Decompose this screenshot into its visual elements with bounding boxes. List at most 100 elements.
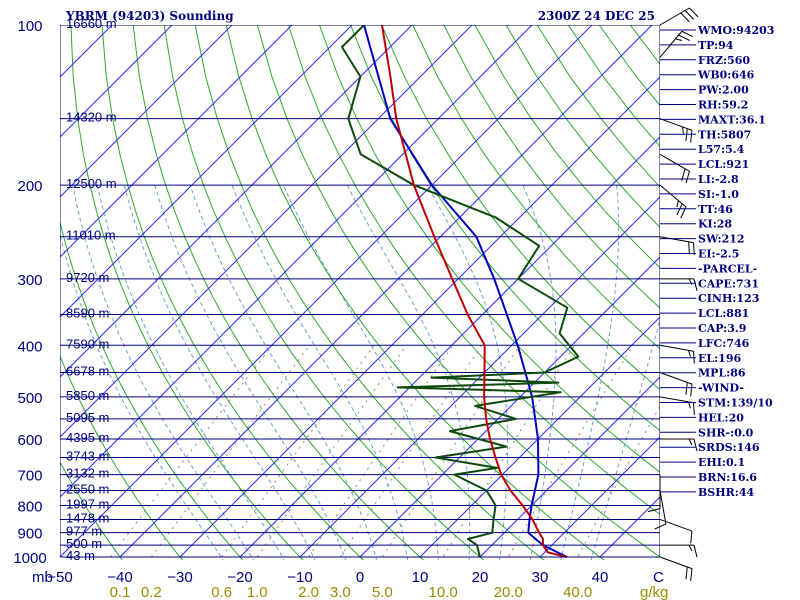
wind-barb-flag	[689, 7, 699, 18]
isotherm-line	[60, 25, 593, 558]
index-value: WB0:646	[697, 69, 755, 82]
index-value: MAXT:36.1	[698, 113, 766, 126]
wind-barb-flag	[693, 438, 698, 452]
moist-adiabat-line	[60, 232, 224, 560]
index-value: EL:196	[698, 352, 741, 365]
wind-barb-flag	[680, 12, 690, 23]
mixing-ratio-line	[107, 344, 273, 560]
wind-barb	[659, 556, 693, 581]
mixing-ratio-line	[440, 345, 576, 560]
dry-adiabat-line	[474, 25, 660, 269]
moist-adiabat-line	[154, 184, 347, 560]
plot-frame	[60, 25, 660, 558]
wind-barb	[660, 438, 698, 452]
pressure-labels: 100 200 300 400 500 600 700 800 900 1000	[13, 18, 46, 567]
mixing-ratio-label: 0.1	[110, 584, 131, 600]
height-label: 5095 m	[66, 410, 109, 425]
height-label: 3132 m	[66, 466, 109, 481]
temperature-tick-label: 40	[592, 569, 609, 586]
wind-barb-staff	[659, 7, 690, 26]
wind-barb-flag	[693, 278, 698, 291]
wind-barb-staff	[659, 30, 683, 58]
temperature-tick-label: −40	[107, 569, 132, 586]
height-label: 6678 m	[66, 364, 109, 379]
mixing-ratio-lines	[107, 344, 660, 560]
height-label: 5850 m	[66, 388, 109, 403]
moist-adiabat-line	[522, 184, 557, 560]
parcel-trace	[363, 25, 568, 558]
height-label: 16660 m	[66, 16, 117, 31]
moist-adiabat-line	[72, 185, 255, 560]
dry-adiabat-line	[381, 25, 660, 391]
index-value: LI:-2.8	[698, 173, 739, 186]
height-label: 9720 m	[66, 270, 109, 285]
temperature-tick-label: −20	[227, 569, 252, 586]
wind-barb-flag	[678, 34, 690, 41]
dry-adiabat-line	[443, 25, 660, 309]
wind-barb-staff	[659, 490, 667, 525]
wind-barb-flag	[688, 278, 693, 286]
wind-barb-staff	[659, 556, 693, 570]
index-value: -WIND-	[698, 382, 744, 395]
wind-barb-flag	[692, 242, 695, 255]
index-value: TT:46	[698, 203, 733, 216]
dry-adiabat-line	[256, 25, 660, 558]
index-value: BSHR:44	[698, 486, 754, 499]
dry-adiabat-line	[60, 461, 123, 560]
wind-barb-flag	[681, 30, 694, 38]
isotherm-line	[60, 25, 173, 138]
moist-adiabat-line	[123, 184, 316, 560]
wind-barb	[659, 30, 694, 58]
index-value: LFC:746	[698, 337, 750, 350]
height-label: 11010 m	[66, 228, 116, 243]
index-value: SRDS:146	[698, 441, 760, 454]
isotherms	[60, 25, 660, 558]
index-value: KI:28	[698, 218, 732, 231]
temperature-tick-label: −10	[287, 569, 312, 586]
wind-barb-staff	[659, 236, 694, 244]
index-value: TP:94	[698, 39, 734, 52]
wind-barb	[659, 118, 693, 143]
wind-barb-flag	[675, 38, 683, 41]
index-value: STM:139/10	[698, 397, 773, 410]
wind-barbs	[647, 7, 699, 581]
index-value: EHI:0.1	[698, 456, 745, 469]
index-value: SI:-1.0	[698, 188, 739, 201]
wind-barb-flag	[685, 382, 688, 395]
dry-adiabat-line	[288, 25, 660, 516]
wind-barb-staff	[659, 184, 687, 208]
mixing-ratio-label: 1.0	[247, 584, 268, 600]
height-label: 4395 m	[66, 430, 109, 445]
wind-barb-flag	[690, 531, 693, 544]
temperature-tick-label: 0	[356, 569, 364, 586]
index-value: RH:59.2	[698, 99, 748, 112]
mixing-ratio-label: 40.0	[563, 584, 592, 600]
pressure-label: 600	[17, 432, 42, 449]
mixing-ratio-label: 2.0	[298, 584, 319, 600]
wind-barb-flag	[682, 126, 684, 134]
dry-adiabat-line	[163, 25, 485, 560]
temperature-tick-label: −50	[47, 569, 72, 586]
wind-barb-staff	[659, 153, 690, 172]
pressure-label: 200	[17, 178, 42, 195]
temperature-tick-label: −30	[167, 569, 192, 586]
isotherm-line	[60, 25, 353, 318]
wind-barb-staff	[659, 118, 693, 131]
height-label: 14320 m	[66, 110, 117, 125]
index-value: EI:-2.5	[698, 248, 739, 261]
isotherm-line	[60, 25, 413, 378]
pressure-label: 300	[17, 272, 42, 289]
dry-adiabat-line	[60, 220, 244, 560]
temperature-tick-label: 20	[472, 569, 489, 586]
index-value: TH:5807	[698, 128, 751, 141]
wind-barb-flag	[654, 523, 667, 530]
pressure-label: 100	[17, 18, 42, 35]
index-value: PW:2.00	[698, 84, 749, 97]
moist-adiabat-line	[346, 184, 471, 560]
isotherm-line	[179, 76, 660, 558]
index-value: -PARCEL-	[698, 262, 757, 275]
isotherm-line	[60, 25, 233, 198]
wind-barb-flag	[688, 544, 693, 552]
height-label: 1997 m	[66, 496, 109, 511]
